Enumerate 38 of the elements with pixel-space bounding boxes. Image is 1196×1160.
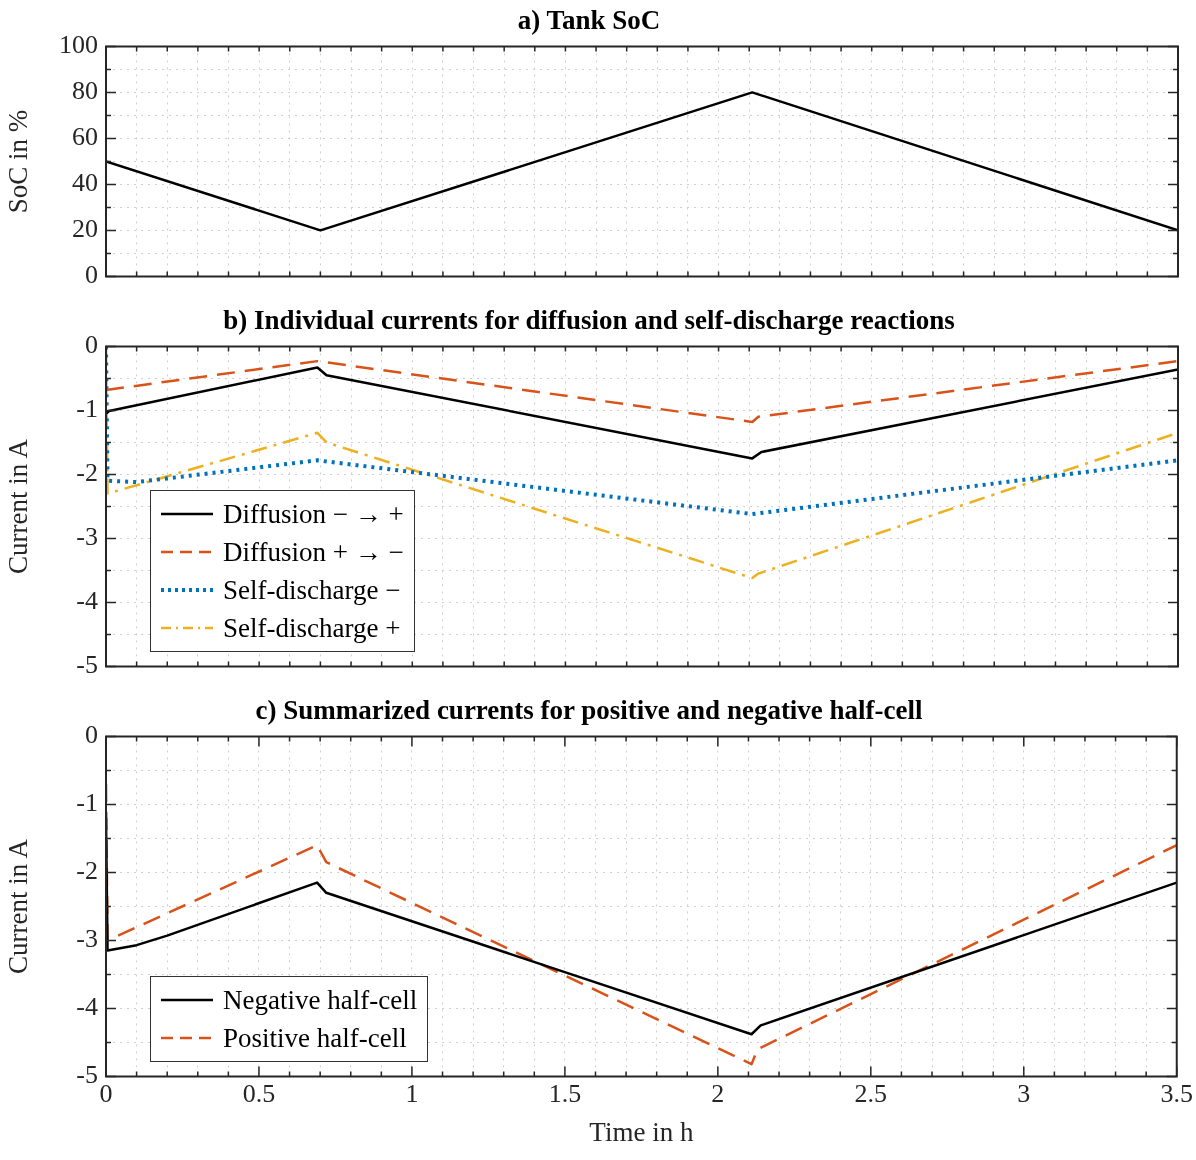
y-tick-label: -4	[76, 586, 98, 616]
chart-title: c) Summarized currents for positive and negative half-cell	[255, 695, 924, 726]
legend-label: Self-discharge −	[223, 574, 401, 606]
legend-label: Negative half-cell	[223, 984, 418, 1016]
y-tick-label: 0	[85, 720, 98, 750]
y-tick-label: -5	[76, 650, 98, 680]
chart-title: a) Tank SoC	[517, 5, 661, 36]
x-tick-label: 3	[1017, 1078, 1031, 1108]
legend-label: Positive half-cell	[223, 1022, 407, 1054]
y-axis-title: Current in A	[3, 438, 34, 574]
legend-label: Self-discharge +	[223, 612, 401, 644]
x-tick-label: 1.5	[548, 1078, 582, 1108]
y-tick-label: -3	[76, 522, 98, 552]
y-tick-label: -1	[76, 394, 98, 424]
x-tick-label: 3.5	[1160, 1078, 1193, 1108]
y-tick-label: -2	[76, 856, 98, 886]
y-axis-title: Current in A	[3, 838, 34, 974]
y-tick-label: -2	[76, 458, 98, 488]
y-tick-label: 0	[85, 330, 98, 360]
chart-title: b) Individual currents for diffusion and self-discharge reactions	[223, 305, 955, 336]
x-tick-label: 2.5	[854, 1078, 888, 1108]
x-tick-label: 1	[405, 1078, 419, 1108]
legend-label: Diffusion + → −	[223, 536, 404, 568]
legend-label: Diffusion − → +	[223, 498, 404, 530]
y-tick-label: -5	[76, 1060, 98, 1090]
y-tick-label: 60	[72, 122, 98, 152]
y-tick-label: 40	[72, 168, 98, 198]
x-tick-label: 2	[711, 1078, 725, 1108]
y-tick-label: -3	[76, 924, 98, 954]
y-tick-label: 80	[72, 76, 98, 106]
y-axis-title: SoC in %	[3, 109, 34, 214]
y-tick-label: -1	[76, 788, 98, 818]
y-tick-label: 20	[72, 214, 98, 244]
x-axis-title: Time in h	[589, 1116, 694, 1147]
y-tick-label: 0	[85, 260, 98, 290]
x-tick-label: 0.5	[242, 1078, 276, 1108]
y-tick-label: -4	[76, 992, 98, 1022]
y-tick-label: 100	[59, 30, 98, 60]
